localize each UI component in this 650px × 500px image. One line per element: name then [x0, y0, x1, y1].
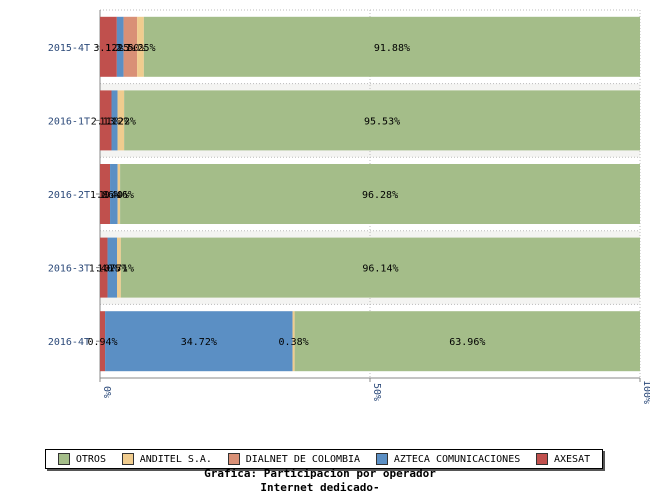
- x-tick-label: 100%: [641, 380, 650, 404]
- bar-segment-anditel-s-a-: [292, 311, 295, 372]
- legend-swatch: [375, 453, 388, 465]
- bar-segment-otros: [124, 90, 640, 151]
- bar-segment-axesat: [100, 311, 106, 372]
- bar-segment-axesat: [100, 164, 111, 224]
- y-tick-label: 2016-1T: [48, 116, 90, 127]
- data-label: 0.71%: [104, 264, 134, 275]
- bar-segment-anditel-s-a-: [117, 237, 121, 298]
- chart-legend: OTROS ANDITEL S.A. DIALNET DE COLOMBIA AZTE…: [45, 449, 603, 469]
- data-label: 1.40%: [89, 264, 119, 275]
- data-label: 1.22%: [106, 116, 136, 127]
- legend-label: ANDITEL S.A.: [139, 453, 212, 465]
- bar-segment-otros: [294, 311, 640, 372]
- data-label: 95.53%: [364, 116, 400, 127]
- bar-segment-axesat: [100, 16, 117, 77]
- legend-label: AXESAT: [553, 453, 591, 465]
- y-tick-label: 2015-4T: [48, 43, 90, 54]
- data-label: 63.96%: [449, 337, 485, 348]
- bar-segment-azteca-comunicaciones: [116, 16, 124, 77]
- legend-item: AXESAT: [535, 453, 591, 465]
- chart-caption-line1: Grafica: Participacion por operador: [204, 467, 436, 480]
- bar-segment-azteca-comunicaciones: [111, 90, 118, 151]
- bar-segment-azteca-comunicaciones: [107, 237, 118, 298]
- data-label: 2.50%: [115, 43, 145, 54]
- bar-segment-otros: [120, 237, 641, 298]
- bar-segment-axesat: [100, 90, 112, 151]
- data-label: 1.12%: [99, 116, 129, 127]
- data-label: 1.86%: [90, 190, 120, 201]
- legend-swatch: [227, 453, 240, 465]
- legend-label: OTROS: [75, 453, 106, 465]
- bar-segment-azteca-comunicaciones: [110, 164, 118, 224]
- x-tick-label: 0%: [101, 386, 112, 398]
- legend-item: AZTECA COMUNICACIONES: [375, 453, 521, 465]
- data-label: 1.75%: [97, 264, 127, 275]
- legend-swatch: [121, 453, 134, 465]
- data-label: 34.72%: [181, 337, 217, 348]
- data-label: 1.25%: [105, 43, 135, 54]
- y-tick-label: 2016-3T: [48, 264, 90, 275]
- y-tick-label: 2016-2T: [48, 190, 90, 201]
- data-label: 0.38%: [279, 337, 309, 348]
- bar-segment-otros: [143, 16, 640, 77]
- data-label: 2.13%: [91, 116, 121, 127]
- bar-segment-axesat: [100, 237, 108, 298]
- data-label: 0.46%: [104, 190, 134, 201]
- bar-segment-azteca-comunicaciones: [105, 311, 293, 372]
- bar-segment-anditel-s-a-: [117, 164, 121, 224]
- bar-segment-anditel-s-a-: [137, 16, 144, 77]
- legend-label: DIALNET DE COLOMBIA: [245, 453, 361, 465]
- data-label: 96.28%: [362, 190, 398, 201]
- legend-item: ANDITEL S.A.: [121, 453, 212, 465]
- legend-item: OTROS: [57, 453, 106, 465]
- data-label: 91.88%: [374, 43, 410, 54]
- legend-item: DIALNET DE COLOMBIA: [227, 453, 361, 465]
- data-label: 96.14%: [362, 264, 398, 275]
- y-tick-label: 2016-4T: [48, 337, 90, 348]
- legend-swatch: [57, 453, 70, 465]
- x-tick-label: 50%: [371, 383, 382, 401]
- legend-swatch: [535, 453, 548, 465]
- legend-label: AZTECA COMUNICACIONES: [393, 453, 521, 465]
- data-label: 1.40%: [99, 190, 129, 201]
- chart-caption-line2: Internet dedicado-: [260, 481, 380, 494]
- bar-segment-anditel-s-a-: [117, 90, 125, 151]
- bar-segment-dialnet-de-colombia: [123, 16, 138, 77]
- data-label: 0.94%: [87, 337, 117, 348]
- bar-segment-otros: [120, 164, 640, 224]
- data-label: 1.25%: [125, 43, 155, 54]
- stacked-bar-chart: 2015-4T 2016-1T 2016-2T 2016-3T 2016-4T 3.12%…: [48, 9, 650, 404]
- data-label: 3.12%: [93, 43, 123, 54]
